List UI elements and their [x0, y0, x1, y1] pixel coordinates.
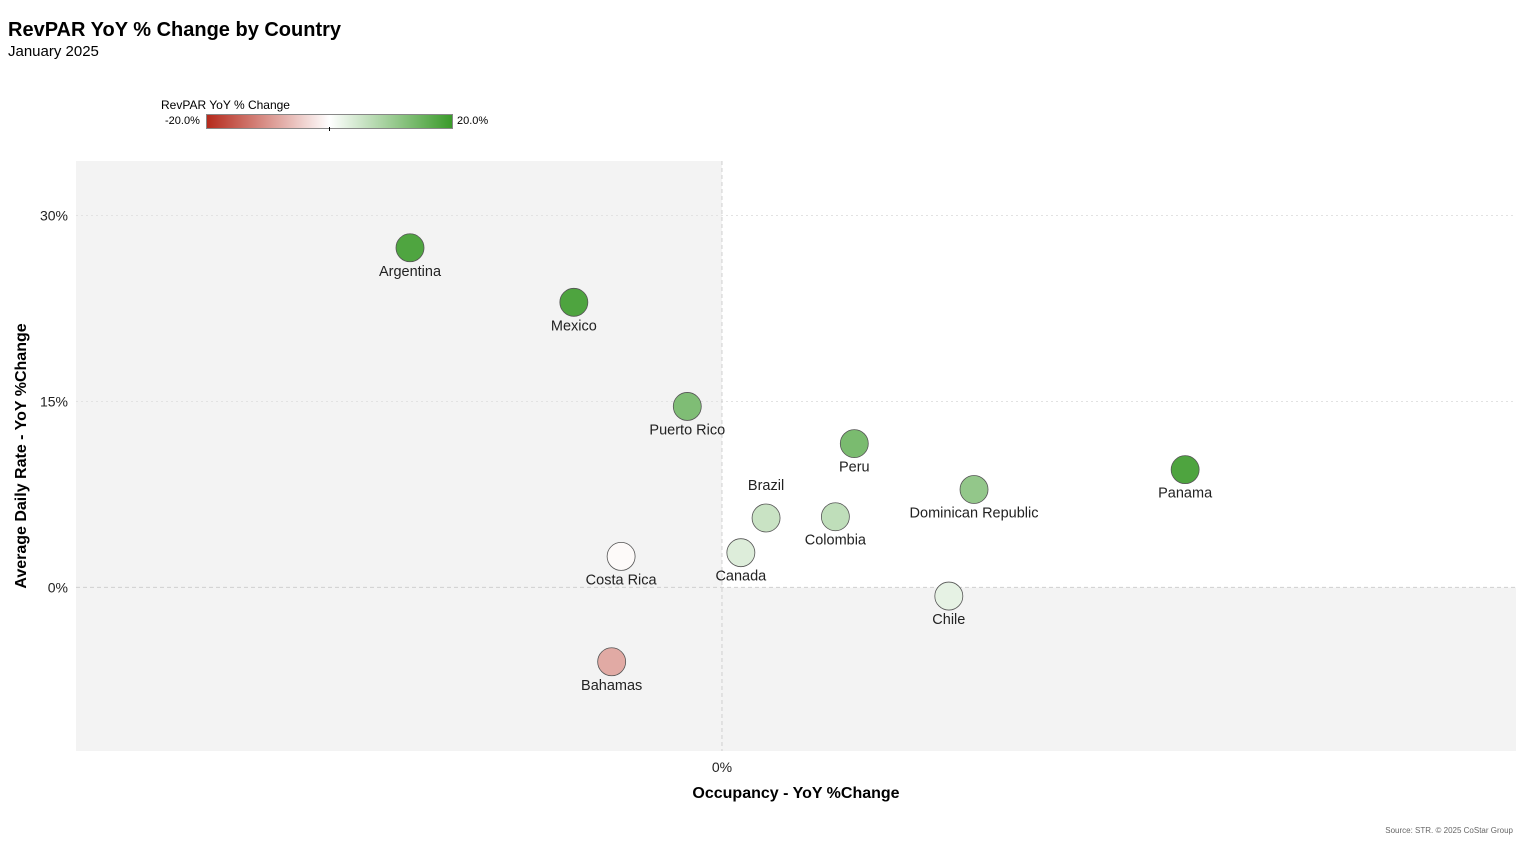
- legend-center-tick: [329, 127, 330, 131]
- quadrant-lower-right-bg: [721, 587, 1516, 751]
- point-costa-rica: [606, 541, 636, 571]
- legend-title: RevPAR YoY % Change: [161, 98, 290, 112]
- point-label-mexico: Mexico: [551, 318, 597, 334]
- point-label-colombia: Colombia: [805, 533, 867, 549]
- point-puerto-rico: [672, 392, 702, 421]
- point-peru: [839, 429, 869, 459]
- legend-max-label: 20.0%: [457, 115, 489, 127]
- source-note: Source: STR. © 2025 CoStar Group: [1385, 826, 1513, 835]
- x-tick-label: 0%: [712, 759, 732, 775]
- legend-min-label: -20.0%: [165, 115, 200, 127]
- point-mexico: [559, 287, 589, 317]
- x-axis-title: Occupancy - YoY %Change: [692, 785, 899, 802]
- point-chile: [934, 581, 964, 611]
- point-canada: [726, 538, 756, 568]
- point-label-dominican-republic: Dominican Republic: [910, 505, 1039, 521]
- point-label-bahamas: Bahamas: [581, 678, 642, 694]
- point-label-argentina: Argentina: [379, 264, 442, 280]
- point-label-panama: Panama: [1158, 486, 1213, 502]
- point-dominican-republic: [959, 475, 989, 504]
- y-tick-label: 0%: [48, 579, 68, 595]
- point-label-peru: Peru: [839, 460, 870, 476]
- point-brazil: [751, 503, 781, 533]
- chart-title: RevPAR YoY % Change by Country: [8, 19, 342, 41]
- y-axis-title: Average Daily Rate - YoY %Change: [13, 323, 30, 588]
- point-argentina: [395, 233, 425, 263]
- point-label-puerto-rico: Puerto Rico: [649, 422, 725, 438]
- point-bahamas: [597, 647, 627, 677]
- point-label-canada: Canada: [715, 569, 767, 585]
- point-colombia: [820, 502, 850, 532]
- point-label-chile: Chile: [932, 612, 965, 628]
- point-label-costa-rica: Costa Rica: [586, 572, 658, 588]
- quadrant-upper-right-bg: [721, 161, 1516, 588]
- y-tick-label: 30%: [40, 208, 68, 224]
- point-label-brazil: Brazil: [748, 478, 784, 494]
- point-panama: [1170, 455, 1200, 485]
- chart-subtitle: January 2025: [8, 43, 99, 60]
- y-tick-label: 15%: [40, 393, 68, 409]
